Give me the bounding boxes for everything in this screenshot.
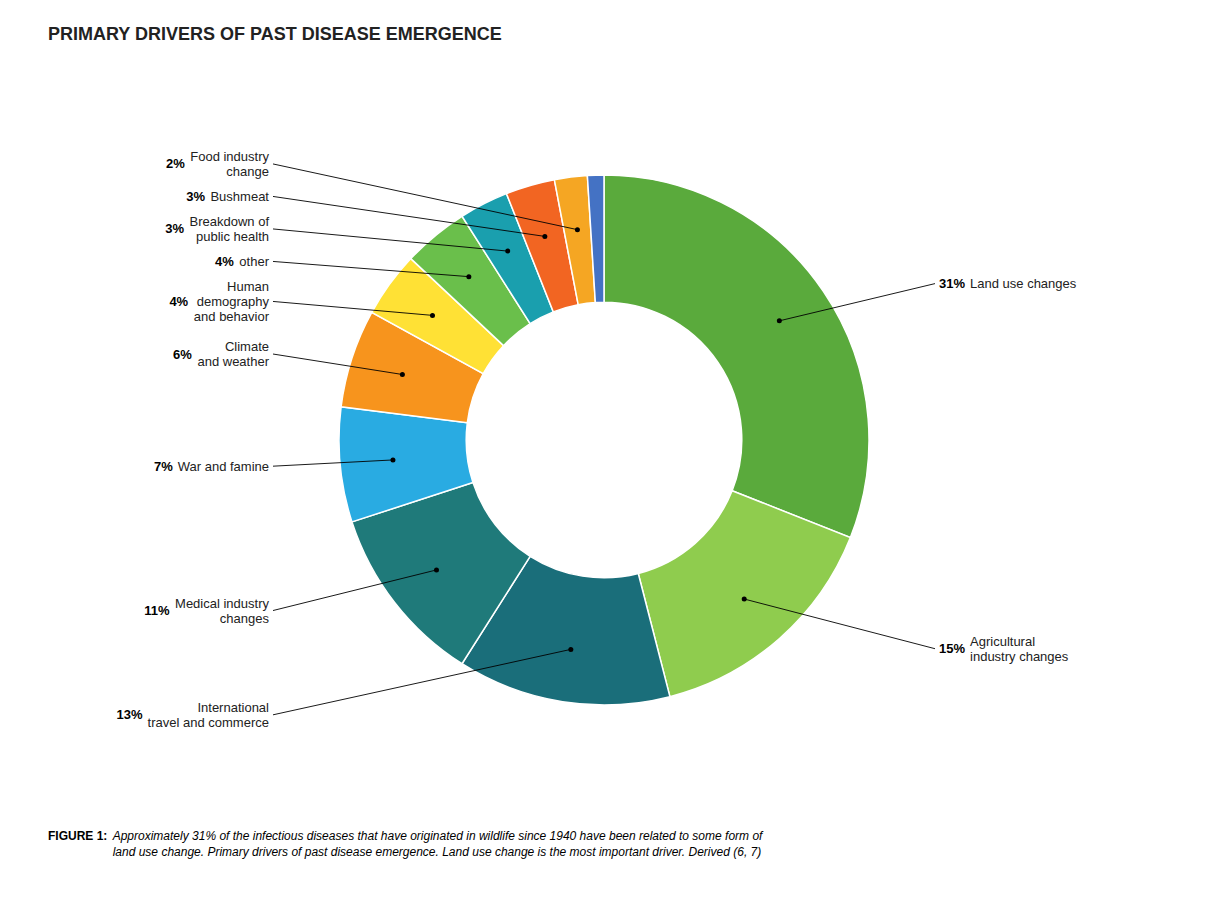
leader-dot: [742, 597, 747, 602]
slice-label: Agriculturalindustry changes: [970, 634, 1069, 664]
leader-line: [273, 164, 577, 230]
leader-line: [273, 649, 571, 714]
chart: PRIMARY DRIVERS OF PAST DISEASE EMERGENC…: [0, 0, 1208, 906]
data-label: 31%: [939, 276, 965, 291]
leader-dot: [390, 457, 395, 462]
data-label: 6%: [173, 347, 192, 362]
leader-line: [744, 599, 935, 649]
slice-label: Land use changes: [970, 276, 1077, 291]
data-label: 7%: [154, 459, 173, 474]
title: PRIMARY DRIVERS OF PAST DISEASE EMERGENC…: [48, 24, 502, 44]
leader-line: [273, 229, 508, 251]
caption: Approximately 31% of the infectious dise…: [112, 829, 764, 859]
slice: [339, 407, 473, 522]
slice-label: Breakdown ofpublic health: [190, 214, 270, 244]
slice-label: Bushmeat: [210, 189, 269, 204]
slice-label: Climateand weather: [197, 339, 269, 369]
leader-line: [273, 196, 545, 236]
slice: [587, 175, 604, 302]
slice-label: Medical industrychanges: [175, 596, 269, 626]
data-label: 2%: [166, 156, 185, 171]
leader-line: [273, 354, 402, 374]
slice-label: Internationaltravel and commerce: [148, 700, 269, 730]
slice: [604, 175, 869, 538]
leader-line: [273, 261, 469, 276]
data-label: 11%: [144, 603, 170, 618]
leader-dot: [542, 234, 547, 239]
slice-label: other: [239, 254, 269, 269]
data-label: 4%: [215, 254, 234, 269]
leader-dot: [434, 567, 439, 572]
leader-dot: [568, 647, 573, 652]
data-label: 13%: [116, 707, 142, 722]
leader-line: [273, 301, 432, 315]
leader-line: [273, 460, 393, 466]
leader-dot: [505, 249, 510, 254]
leader-line: [779, 284, 935, 321]
data-label: 3%: [186, 189, 205, 204]
donut: [339, 175, 869, 705]
slice: [638, 491, 850, 697]
slice-label: War and famine: [178, 459, 269, 474]
caption-label: FIGURE 1:: [48, 829, 111, 843]
leader-dot: [400, 372, 405, 377]
leader-dot: [575, 227, 580, 232]
leader-dot: [430, 313, 435, 318]
slice-label: Humandemographyand behavior: [194, 279, 270, 324]
data-label: 4%: [169, 294, 188, 309]
slice-label: Food industrychange: [190, 149, 269, 179]
data-label: 15%: [939, 641, 965, 656]
data-label: 3%: [165, 221, 184, 236]
annotations: Land use changes 31% Agriculturalindustry …: [116, 149, 1076, 730]
leader-dot: [466, 274, 471, 279]
leader-dot: [777, 318, 782, 323]
leader-line: [273, 570, 436, 611]
